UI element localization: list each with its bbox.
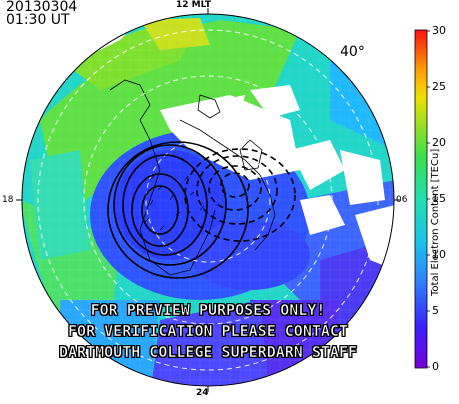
colorbar-tick-label: 20 (432, 136, 446, 149)
mlt-label-top: 12 MLT (176, 0, 211, 10)
mlt-ticks (16, 8, 400, 392)
mlt-label-left: 18 (2, 195, 14, 205)
date-label: 20130304 (6, 0, 78, 15)
colorbar-ticks (427, 30, 430, 368)
watermark-line-1: FOR PREVIEW PURPOSES ONLY! (90, 301, 326, 320)
mlt-label-bottom: 24 (196, 388, 209, 398)
colorbar-tick-label: 15 (432, 192, 446, 205)
watermark-line-3: DARTMOUTH COLLEGE SUPERDARN STAFF (58, 343, 358, 362)
colorbar-tick-label: 5 (432, 304, 439, 317)
colorbar-tick-label: 25 (432, 80, 446, 93)
dusk-convection-contours (107, 141, 249, 279)
dawn-convection-contours (184, 148, 296, 242)
watermark-line-2: FOR VERIFICATION PLEASE CONTACT (68, 322, 349, 341)
colorbar (414, 29, 428, 369)
colorbar-title: Total Electron Content [TECu] (430, 148, 441, 296)
colorbar-tick-label: 30 (432, 24, 446, 37)
colorbar-tick-label: 0 (432, 360, 439, 373)
mlt-label-right: 06 (396, 195, 408, 205)
time-label: 01:30 UT (6, 12, 70, 28)
colorbar-tick-label: 10 (432, 248, 446, 261)
velocity-vectors (144, 175, 205, 231)
latitude-label: 40° (340, 44, 365, 60)
